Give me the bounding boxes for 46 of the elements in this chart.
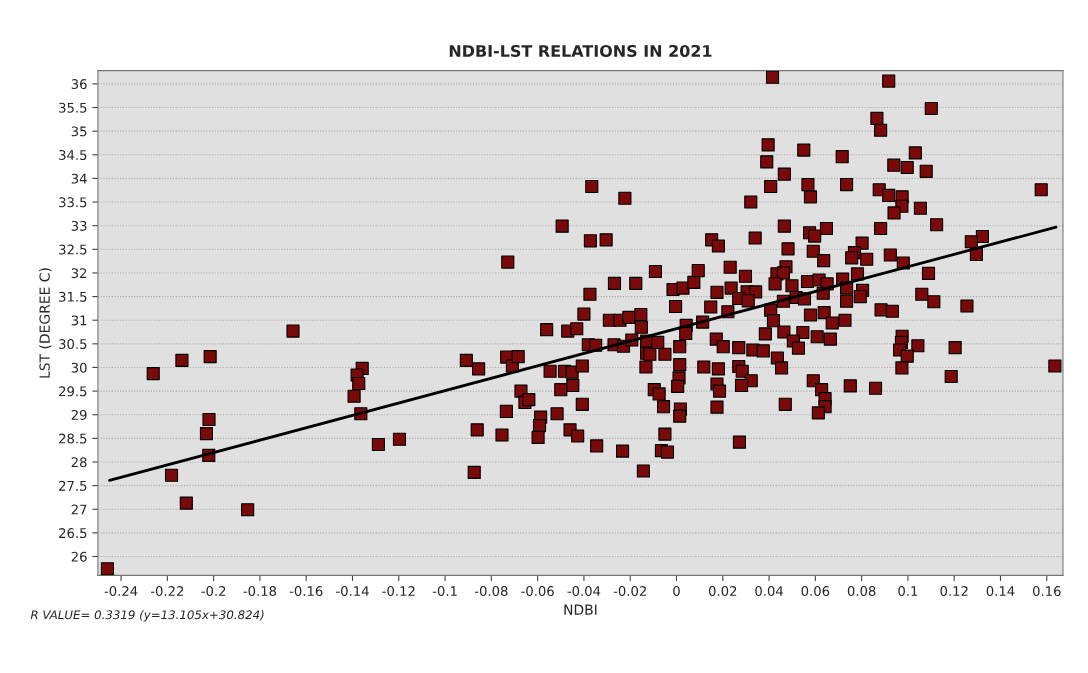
y-tick-label: 35: [71, 126, 87, 137]
x-tick-label: 0.04: [755, 586, 784, 597]
y-tick-label: 29.5: [59, 386, 87, 397]
y-tick-label: 32.5: [59, 244, 87, 255]
y-tick-label: 33: [71, 220, 87, 231]
y-tick-label: 29: [71, 409, 87, 420]
text: R VALUE= 0.3319 (y=13.105x+30.824): [30, 610, 264, 622]
x-tick-label: -0.18: [243, 586, 277, 597]
y-tick-label: 28: [71, 457, 87, 468]
x-tick-label: 0.12: [940, 586, 968, 597]
x-tick-label: -0.2: [201, 586, 226, 597]
y-tick-label: 32: [71, 268, 87, 279]
y-tick-label: 26.5: [59, 528, 87, 539]
x-tick-label: 0.06: [801, 586, 830, 597]
x-tick-label: -0.24: [104, 586, 138, 597]
x-tick-label: -0.22: [150, 586, 184, 597]
x-tick-label: -0.14: [336, 586, 369, 597]
y-tick-label: 31.5: [59, 291, 87, 302]
y-tick-label: 30: [71, 362, 87, 373]
y-tick-label: 27: [71, 504, 87, 515]
x-tick-label: -0.12: [382, 586, 415, 597]
x-axis-title: NDBI: [564, 604, 597, 615]
y-tick-label: 28.5: [59, 433, 87, 444]
y-tick-label: 36: [71, 79, 87, 90]
x-tick-label: 0.08: [847, 586, 876, 597]
x-tick-label: -0.04: [567, 586, 601, 597]
y-tick-label: 30.5: [59, 339, 87, 350]
y-axis-title: LST (DEGREE C): [39, 268, 52, 378]
chart-title: NDBI-LST RELATIONS IN 2021: [449, 44, 712, 57]
y-tick-label: 35.5: [59, 102, 87, 113]
y-tick-label: 26: [71, 551, 87, 562]
x-tick-label: -0.1: [432, 586, 457, 597]
x-tick-label: 0.02: [708, 586, 737, 597]
x-tick-label: 0.14: [986, 586, 1015, 597]
x-tick-label: -0.16: [289, 586, 323, 597]
y-tick-label: 34: [71, 173, 87, 184]
y-tick-label: 34.5: [59, 150, 87, 160]
x-tick-label: 0: [673, 586, 680, 597]
x-tick-label: 0.16: [1032, 586, 1061, 597]
x-tick-label: -0.06: [521, 586, 554, 597]
y-tick-label: 33.5: [59, 197, 87, 208]
x-tick-label: -0.02: [613, 586, 646, 597]
x-tick-label: 0.1: [898, 586, 918, 597]
y-tick-label: 31: [71, 315, 87, 326]
x-tick-label: -0.08: [474, 586, 508, 597]
y-tick-label: 27.5: [59, 480, 87, 491]
